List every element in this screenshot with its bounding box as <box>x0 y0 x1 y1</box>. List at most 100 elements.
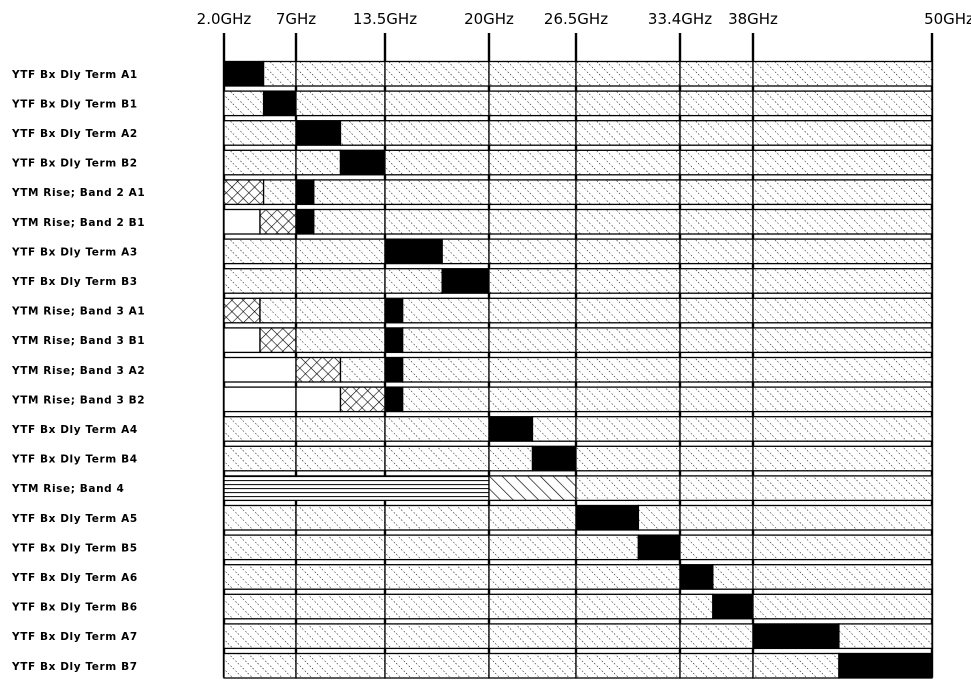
band-segment-hatch <box>679 652 754 679</box>
band-segment-hatch <box>575 297 681 324</box>
band-segment-hatch <box>384 90 490 117</box>
band-segment-solid <box>223 60 265 87</box>
band-segment-hatch <box>752 268 933 294</box>
band-segment-hatch <box>223 504 297 531</box>
band-segment-hatch <box>575 60 681 87</box>
band-segment-hatch <box>575 356 681 383</box>
band-segment-hatch <box>679 593 714 620</box>
band-segment-solid <box>679 564 714 590</box>
band-segment-hatch <box>752 652 840 679</box>
band-segment-hatch <box>384 208 490 235</box>
band-segment-cross <box>339 386 386 413</box>
band-segment-hatch <box>223 90 265 117</box>
band-segment-hatch <box>295 268 386 294</box>
band-segment-hatch <box>295 652 386 679</box>
band-segment-solid <box>295 208 315 235</box>
band-segment-hatch <box>679 534 754 561</box>
row-label: YTM Rise; Band 3 B2 <box>11 394 145 406</box>
band-segment-hatch <box>712 564 754 590</box>
band-segment-hatch <box>752 593 933 620</box>
band-segment-hatch <box>575 238 681 265</box>
row-label: YTF Bx Dly Term A3 <box>11 246 138 258</box>
band-segment-hatch <box>223 564 297 590</box>
row-label: YTM Rise; Band 3 A2 <box>11 365 145 377</box>
band-segment-hatch <box>679 475 754 502</box>
band-segment-hatch <box>679 416 754 442</box>
band-segment-solid <box>575 504 640 531</box>
frequency-label: 13.5GHz <box>353 10 417 28</box>
band-row <box>223 475 933 502</box>
band-segment-hatch <box>679 149 754 176</box>
band-segment-hatch <box>575 475 681 502</box>
band-segment-hatch <box>384 149 490 176</box>
band-segment-hatch <box>679 179 754 206</box>
row-label: YTF Bx Dly Term A6 <box>11 572 138 584</box>
band-row <box>223 564 933 590</box>
band-row <box>223 208 933 235</box>
band-segment-hatch <box>259 297 297 324</box>
band-segment-hatch <box>752 564 933 590</box>
band-segment-hatch <box>575 593 681 620</box>
band-segment-hatch <box>752 416 933 442</box>
band-row <box>223 504 933 531</box>
row-label: YTF Bx Dly Term A2 <box>11 128 138 140</box>
band-segment-hatch <box>679 208 754 235</box>
band-segment-hatch <box>488 623 577 650</box>
band-segment-hatch <box>488 593 577 620</box>
band-segment-hatch <box>223 623 297 650</box>
band-segment-hatch <box>575 120 681 146</box>
band-segment-solid <box>712 593 754 620</box>
band-segment-hatch <box>752 445 933 472</box>
band-segment-diag <box>488 475 577 502</box>
band-segment-hatch <box>488 149 577 176</box>
band-segment-hatch <box>575 534 640 561</box>
band-segment-hatch <box>752 238 933 265</box>
band-segment-solid <box>295 120 342 146</box>
band-segment-hatch <box>679 90 754 117</box>
band-segment-hatch <box>384 534 490 561</box>
band-segment-hatch <box>752 149 933 176</box>
band-segment-hatch <box>488 208 577 235</box>
band-segment-hatch <box>223 445 297 472</box>
band-segment-hatch <box>295 90 386 117</box>
band-segment-hatch <box>384 593 490 620</box>
band-segment-solid <box>488 416 534 442</box>
band-row <box>223 416 933 442</box>
band-segment-horiz <box>223 475 490 502</box>
band-segment-hatch <box>223 416 297 442</box>
band-segment-solid <box>339 149 386 176</box>
band-segment-hatch <box>295 623 386 650</box>
band-row <box>223 120 933 146</box>
band-segment-hatch <box>339 356 386 383</box>
band-segment-hatch <box>488 534 577 561</box>
band-segment-hatch <box>295 504 386 531</box>
band-segment-hatch <box>402 297 490 324</box>
band-segment-hatch <box>752 327 933 354</box>
band-row <box>223 534 933 561</box>
row-label: YTF Bx Dly Term B5 <box>11 542 138 554</box>
band-segment-hatch <box>223 120 297 146</box>
band-segment-hatch <box>295 60 386 87</box>
row-label: YTF Bx Dly Term A7 <box>11 631 138 643</box>
band-segment-solid <box>262 90 297 117</box>
band-segment-hatch <box>679 356 754 383</box>
band-segment-hatch <box>488 268 577 294</box>
band-segment-hatch <box>752 179 933 206</box>
band-segment-hatch <box>295 445 386 472</box>
band-segment-blank <box>223 327 261 354</box>
band-row <box>223 179 933 206</box>
band-segment-solid <box>441 268 490 294</box>
band-segment-hatch <box>488 297 577 324</box>
band-row <box>223 238 933 265</box>
band-segment-hatch <box>384 623 490 650</box>
band-segment-hatch <box>575 416 681 442</box>
band-segment-blank <box>223 356 297 383</box>
band-segment-hatch <box>488 327 577 354</box>
band-segment-hatch <box>384 120 490 146</box>
band-segment-solid <box>531 445 577 472</box>
band-segment-hatch <box>575 208 681 235</box>
band-segment-hatch <box>313 208 386 235</box>
band-segment-solid <box>384 297 404 324</box>
band-segment-hatch <box>752 475 933 502</box>
